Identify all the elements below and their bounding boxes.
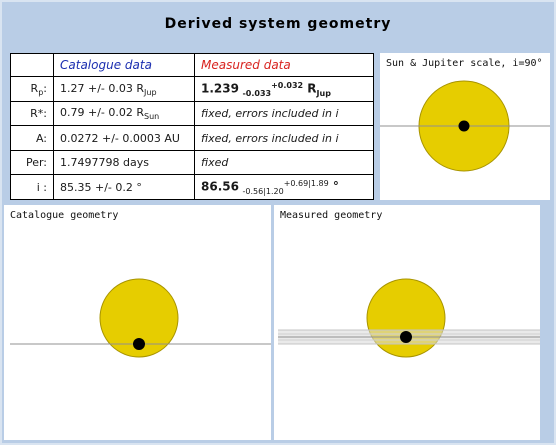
row-label: i : [10,174,54,200]
scale-panel: Sun & Jupiter scale, i=90° [380,53,550,200]
table-row-rp: Rp: 1.27 +/- 0.03 RJup 1.239 -0.033+0.03… [10,76,374,102]
parameter-table: Catalogue data Measured data Rp: 1.27 +/… [10,52,374,200]
measured-panel-title: Measured geometry [280,210,383,221]
star-disk [366,278,446,358]
catalogue-value: 0.0272 +/- 0.0003 AU [53,125,195,151]
measured-value: fixed [194,149,374,176]
measured-value: fixed, errors included in i [194,100,374,127]
measured-value: 86.56 -0.56|1.20+0.69|1.89 ° [194,174,374,200]
table-row-rstar: R*: 0.79 +/- 0.02 RSun fixed, errors inc… [10,100,374,127]
table-row-a: A: 0.0272 +/- 0.0003 AU fixed, errors in… [10,125,374,151]
page-title: Derived system geometry [164,16,392,32]
measured-value: 1.239 -0.033+0.032 RJup [194,76,374,102]
measured-value: fixed, errors included in i [194,125,374,151]
catalogue-header: Catalogue data [53,52,195,78]
spacer-header [10,52,54,78]
catalogue-diagram [10,278,271,358]
catalogue-value: 1.7497798 days [53,149,195,176]
planet-disk [133,338,145,350]
row-label: R*: [10,100,54,127]
catalogue-value: 1.27 +/- 0.03 RJup [53,76,195,102]
catalogue-geometry-panel: Catalogue geometry [4,205,271,440]
row-label: A: [10,125,54,151]
measured-diagram [278,278,540,358]
table-row-per: Per: 1.7497798 days fixed [10,149,374,176]
star-disk [99,278,179,358]
catalogue-value: 85.35 +/- 0.2 ° [53,174,195,200]
row-label: Rp: [10,76,54,102]
catalogue-value: 0.79 +/- 0.02 RSun [53,100,195,127]
measured-geometry-panel: Measured geometry [274,205,540,440]
table-header-row: Catalogue data Measured data [10,52,374,78]
measured-header: Measured data [194,52,374,78]
scale-panel-title: Sun & Jupiter scale, i=90° [386,58,543,69]
table-row-i: i : 85.35 +/- 0.2 ° 86.56 -0.56|1.20+0.6… [10,174,374,200]
planet-disk [400,331,412,343]
row-label: Per: [10,149,54,176]
catalogue-panel-title: Catalogue geometry [10,210,119,221]
planet-disk [458,120,470,132]
scale-diagram [380,80,550,172]
